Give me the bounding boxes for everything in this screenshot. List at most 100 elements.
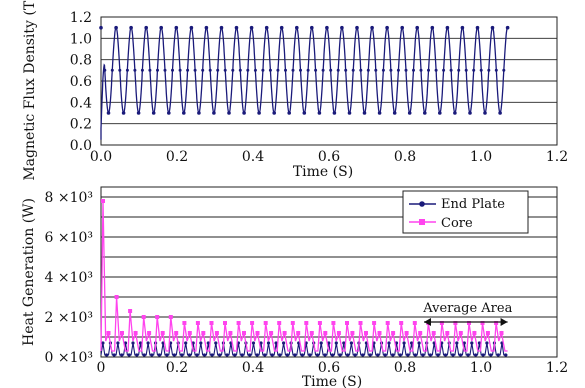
endplate-data-point — [285, 353, 289, 357]
flux-y-tick-label: 0.0 — [70, 138, 92, 154]
flux-data-point — [494, 68, 498, 72]
endplate-data-point — [334, 341, 338, 345]
legend-endplate-label: End Plate — [441, 197, 505, 212]
endplate-data-point — [319, 341, 323, 345]
legend-box — [402, 190, 529, 234]
endplate-data-point — [138, 341, 143, 345]
core-data-point — [372, 321, 377, 325]
core-data-point — [106, 331, 111, 335]
flux-data-point — [415, 25, 420, 30]
core-data-point — [160, 331, 165, 335]
core-line — [100, 200, 508, 352]
endplate-data-point — [353, 353, 357, 357]
flux-data-point — [144, 25, 148, 30]
flux-data-point — [505, 25, 510, 30]
core-data-point — [323, 331, 328, 335]
flux-data-point — [344, 68, 348, 72]
endplate-data-point — [443, 353, 448, 357]
flux-data-point — [483, 111, 487, 115]
core-data-point — [445, 331, 450, 335]
endplate-data-point — [255, 353, 259, 357]
core-data-point — [168, 315, 173, 319]
flux-data-point — [407, 111, 412, 115]
flux-data-point — [374, 68, 378, 72]
flux-data-point — [212, 111, 216, 115]
endplate-data-point — [282, 341, 286, 345]
flux-data-point — [159, 25, 163, 30]
flux-data-point — [291, 68, 295, 72]
flux-data-point — [472, 68, 476, 72]
flux-data-point — [140, 68, 144, 72]
flux-data-point — [156, 68, 159, 72]
core-data-point — [358, 321, 363, 325]
heat-series — [100, 199, 508, 357]
flux-data-point — [347, 111, 352, 115]
endplate-data-point — [489, 353, 493, 357]
flux-data-point — [174, 25, 179, 30]
flux-data-point — [487, 68, 491, 72]
core-data-point — [255, 331, 260, 335]
core-data-point — [364, 331, 368, 335]
core-data-point — [263, 321, 268, 325]
flux-data-point — [133, 68, 137, 72]
heat-x-tick-labels: 0 0.2 0.4 0.6 0.8 1.0 1.2 — [97, 360, 569, 376]
core-data-point — [228, 331, 233, 335]
endplate-data-point — [251, 341, 256, 345]
endplate-data-point — [157, 353, 161, 357]
average-area-arrow-right — [500, 318, 508, 326]
flux-x-tick-label: 1.0 — [470, 149, 492, 165]
core-data-point — [418, 331, 423, 335]
core-data-point — [350, 331, 355, 335]
endplate-data-point — [383, 353, 387, 357]
endplate-data-point — [195, 353, 199, 357]
heat-xlabel: Time (S) — [302, 374, 362, 388]
endplate-data-point — [338, 353, 342, 357]
endplate-data-point — [496, 353, 500, 357]
flux-data-point — [419, 68, 423, 72]
flux-data-point — [208, 68, 212, 72]
core-data-point — [336, 331, 341, 335]
endplate-data-point — [481, 353, 485, 357]
flux-data-point — [445, 25, 450, 30]
flux-data-point — [336, 68, 340, 72]
endplate-data-point — [391, 353, 395, 357]
core-data-point — [209, 321, 214, 325]
endplate-data-point — [293, 353, 297, 357]
legend-core-label: Core — [441, 216, 473, 231]
endplate-data-point — [180, 353, 184, 357]
flux-data-point — [329, 68, 333, 72]
core-data-point — [453, 321, 458, 325]
core-data-point — [391, 331, 396, 335]
endplate-data-point — [135, 353, 139, 357]
endplate-data-point — [266, 341, 271, 345]
average-area-label: Average Area — [422, 301, 512, 316]
heat-x-tick-label: 0 — [97, 360, 106, 376]
endplate-data-point — [202, 353, 207, 357]
core-data-point — [385, 321, 390, 325]
endplate-data-point — [142, 353, 146, 357]
heat-y-tick-label: 8 ×10³ — [44, 190, 93, 206]
endplate-data-point — [402, 341, 406, 345]
flux-y-tick-label: 0.8 — [70, 53, 92, 69]
heat-generation-chart: Heat Generation (W) 0 ×10³ 2 ×10³ 4 ×10³ 6 … — [21, 186, 569, 388]
endplate-data-point — [270, 353, 274, 357]
flux-data-point — [167, 111, 171, 115]
flux-data-point — [272, 111, 277, 115]
endplate-data-point — [330, 353, 335, 357]
endplate-data-point — [421, 353, 425, 357]
core-data-point — [187, 331, 192, 335]
heat-x-tick-label: 0.8 — [394, 360, 416, 376]
flux-density-chart: Magnetic Flux Density (T) 0.00.20.40.60.… — [22, 0, 568, 181]
core-data-point — [114, 295, 119, 299]
flux-data-point — [502, 68, 506, 72]
flux-data-point — [279, 25, 284, 30]
flux-data-point — [242, 111, 246, 115]
core-data-point — [195, 321, 200, 325]
endplate-data-point — [485, 341, 489, 345]
flux-data-point — [438, 111, 442, 115]
flux-data-point — [284, 68, 287, 72]
core-data-point — [101, 199, 105, 203]
flux-data-point — [216, 68, 220, 72]
flux-data-point — [404, 68, 408, 72]
flux-data-point — [434, 68, 438, 72]
